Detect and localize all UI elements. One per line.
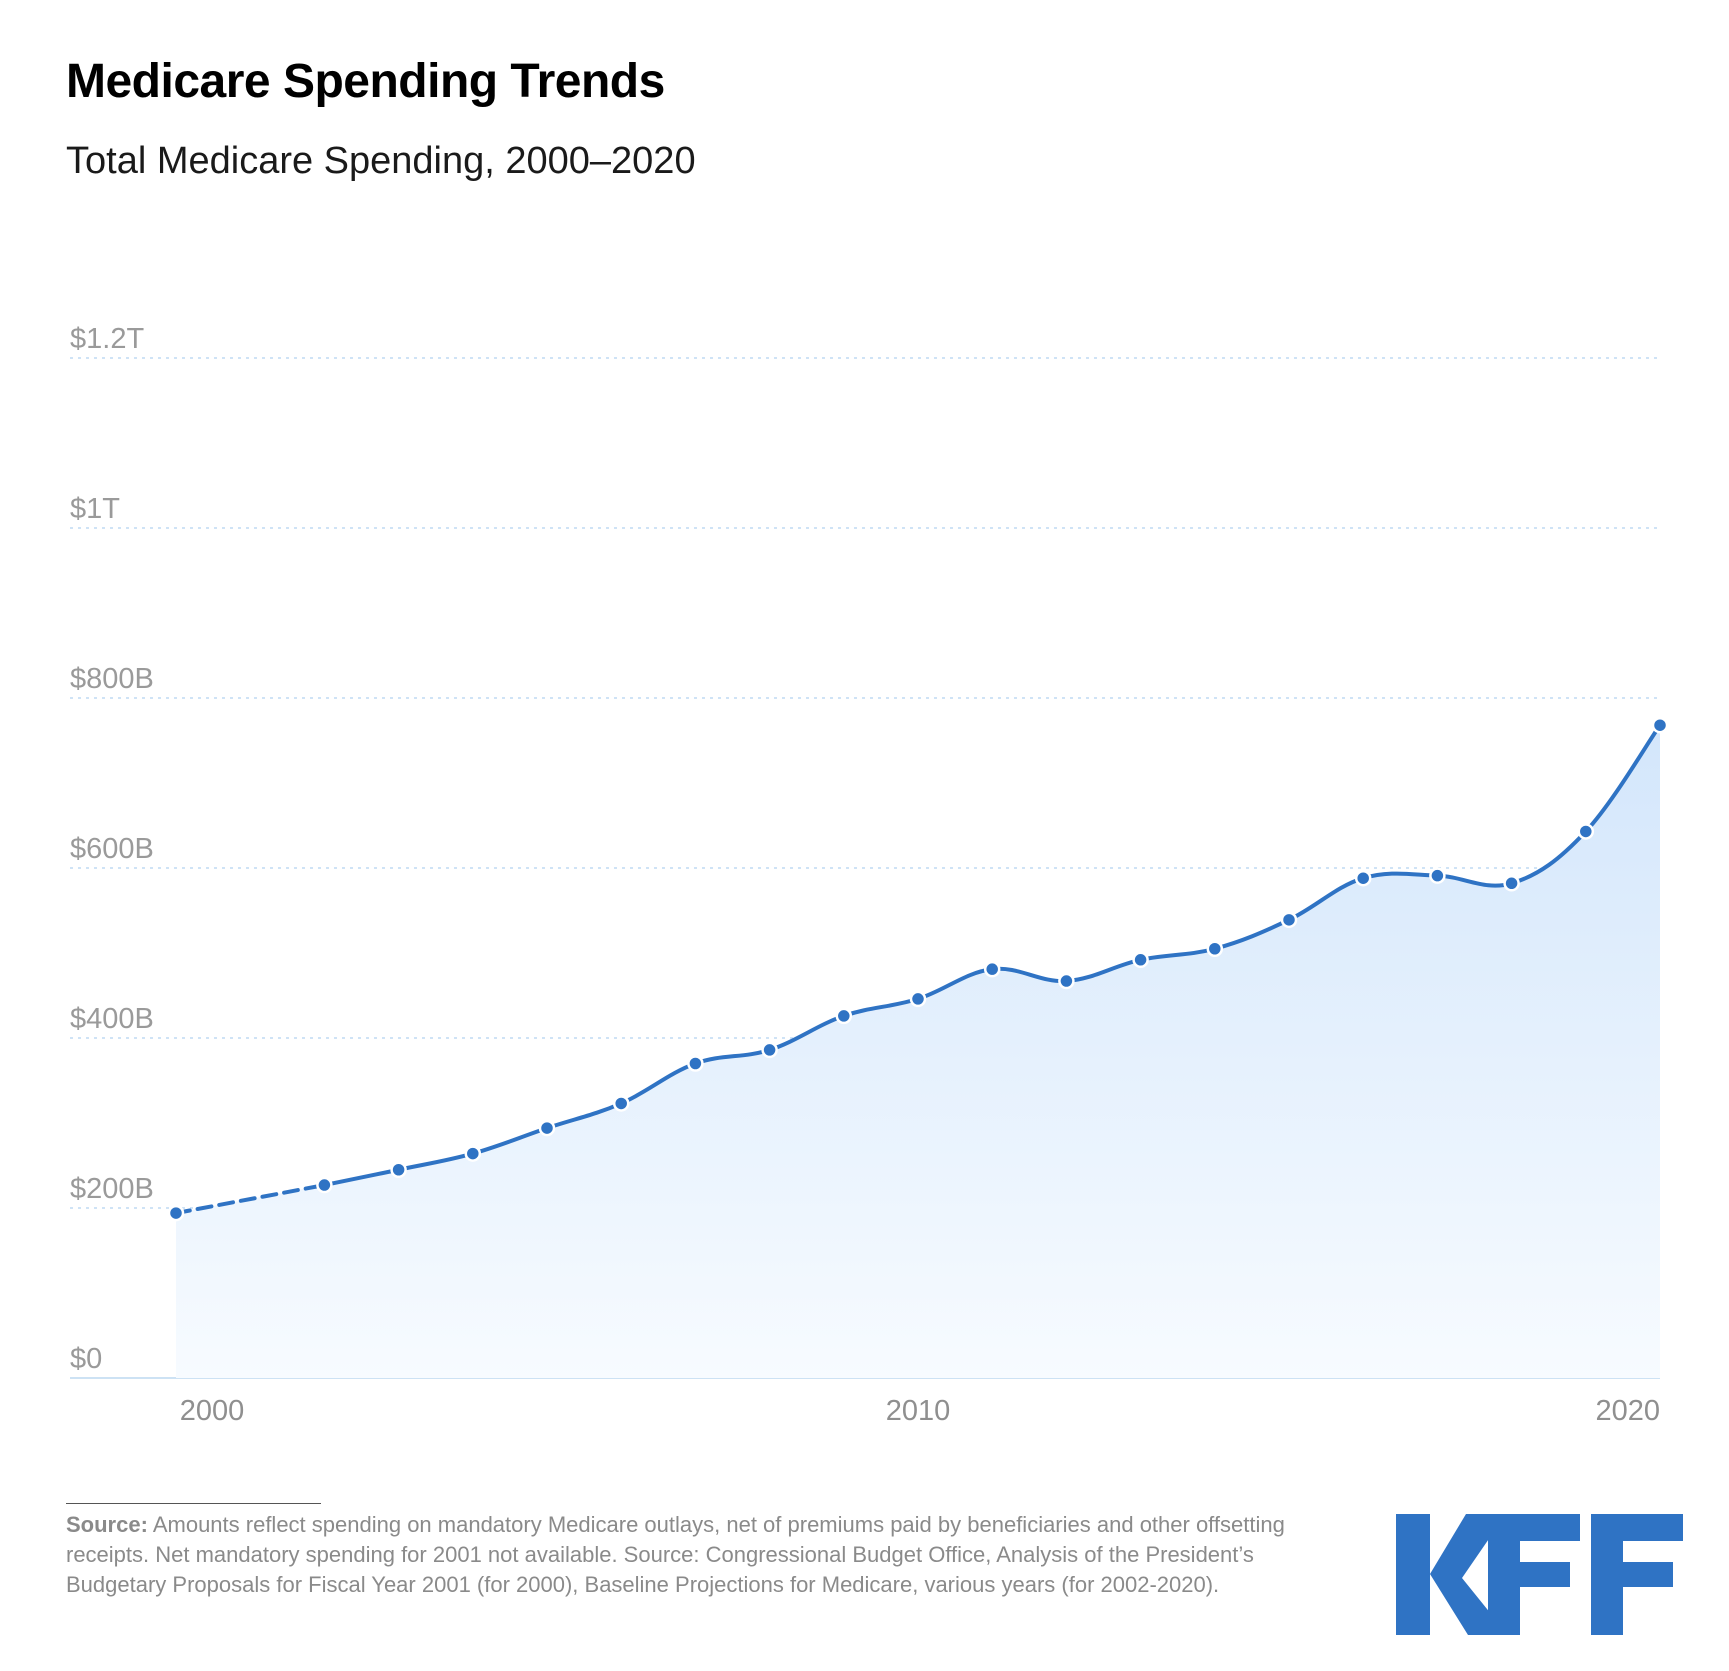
data-point-2014[interactable] [1206, 940, 1224, 957]
spending-area-chart: $0$200B$400B$600B$800B$1T$1.2T 2000 2010 2… [70, 323, 1669, 1427]
data-point-2004[interactable] [464, 1145, 482, 1162]
area-layer [176, 725, 1660, 1378]
source-text: Amounts reflect spending on mandatory Me… [66, 1512, 1285, 1597]
y-tick-label: $800B [70, 663, 154, 695]
y-tick-label: $1.2T [70, 323, 144, 355]
data-point-2006[interactable] [612, 1095, 630, 1112]
data-point-2011[interactable] [983, 960, 1001, 978]
y-tick-label: $200B [70, 1173, 154, 1205]
source-divider [66, 1503, 321, 1504]
data-point-2008[interactable] [761, 1041, 778, 1059]
x-tick-label: 2010 [886, 1395, 951, 1427]
data-point-2013[interactable] [1132, 951, 1149, 969]
data-point-2016[interactable] [1354, 869, 1372, 887]
data-point-2017[interactable] [1429, 867, 1446, 884]
data-point-2009[interactable] [835, 1007, 853, 1025]
data-point-2002[interactable] [316, 1176, 333, 1194]
series-line-gap [174, 1183, 327, 1216]
area-fill [176, 725, 1660, 1378]
data-points [167, 716, 1669, 1222]
data-point-2019[interactable] [1577, 823, 1595, 840]
x-tick-label: 2020 [1595, 1395, 1660, 1427]
data-point-2010[interactable] [909, 990, 927, 1008]
data-point-2007[interactable] [687, 1055, 704, 1072]
kff-logo [1396, 1514, 1683, 1635]
data-point-2005[interactable] [538, 1119, 556, 1137]
data-point-2012[interactable] [1058, 972, 1075, 990]
x-tick-label: 2000 [180, 1395, 245, 1427]
data-point-2015[interactable] [1280, 911, 1298, 929]
data-point-2000[interactable] [167, 1204, 185, 1222]
source-label: Source: [66, 1512, 148, 1537]
data-point-2018[interactable] [1503, 875, 1520, 892]
data-point-2003[interactable] [390, 1161, 407, 1178]
source-note: Source: Amounts reflect spending on mand… [66, 1510, 1336, 1600]
chart-title: Medicare Spending Trends [66, 55, 665, 108]
y-tick-label: $600B [70, 833, 154, 865]
y-tick-label: $0 [70, 1343, 102, 1375]
y-tick-label: $1T [70, 493, 120, 525]
data-point-2020[interactable] [1651, 716, 1669, 734]
chart-subtitle: Total Medicare Spending, 2000–2020 [66, 140, 696, 182]
y-tick-label: $400B [70, 1003, 154, 1035]
x-axis-ticks: 2000 2010 2020 [180, 1395, 1660, 1427]
